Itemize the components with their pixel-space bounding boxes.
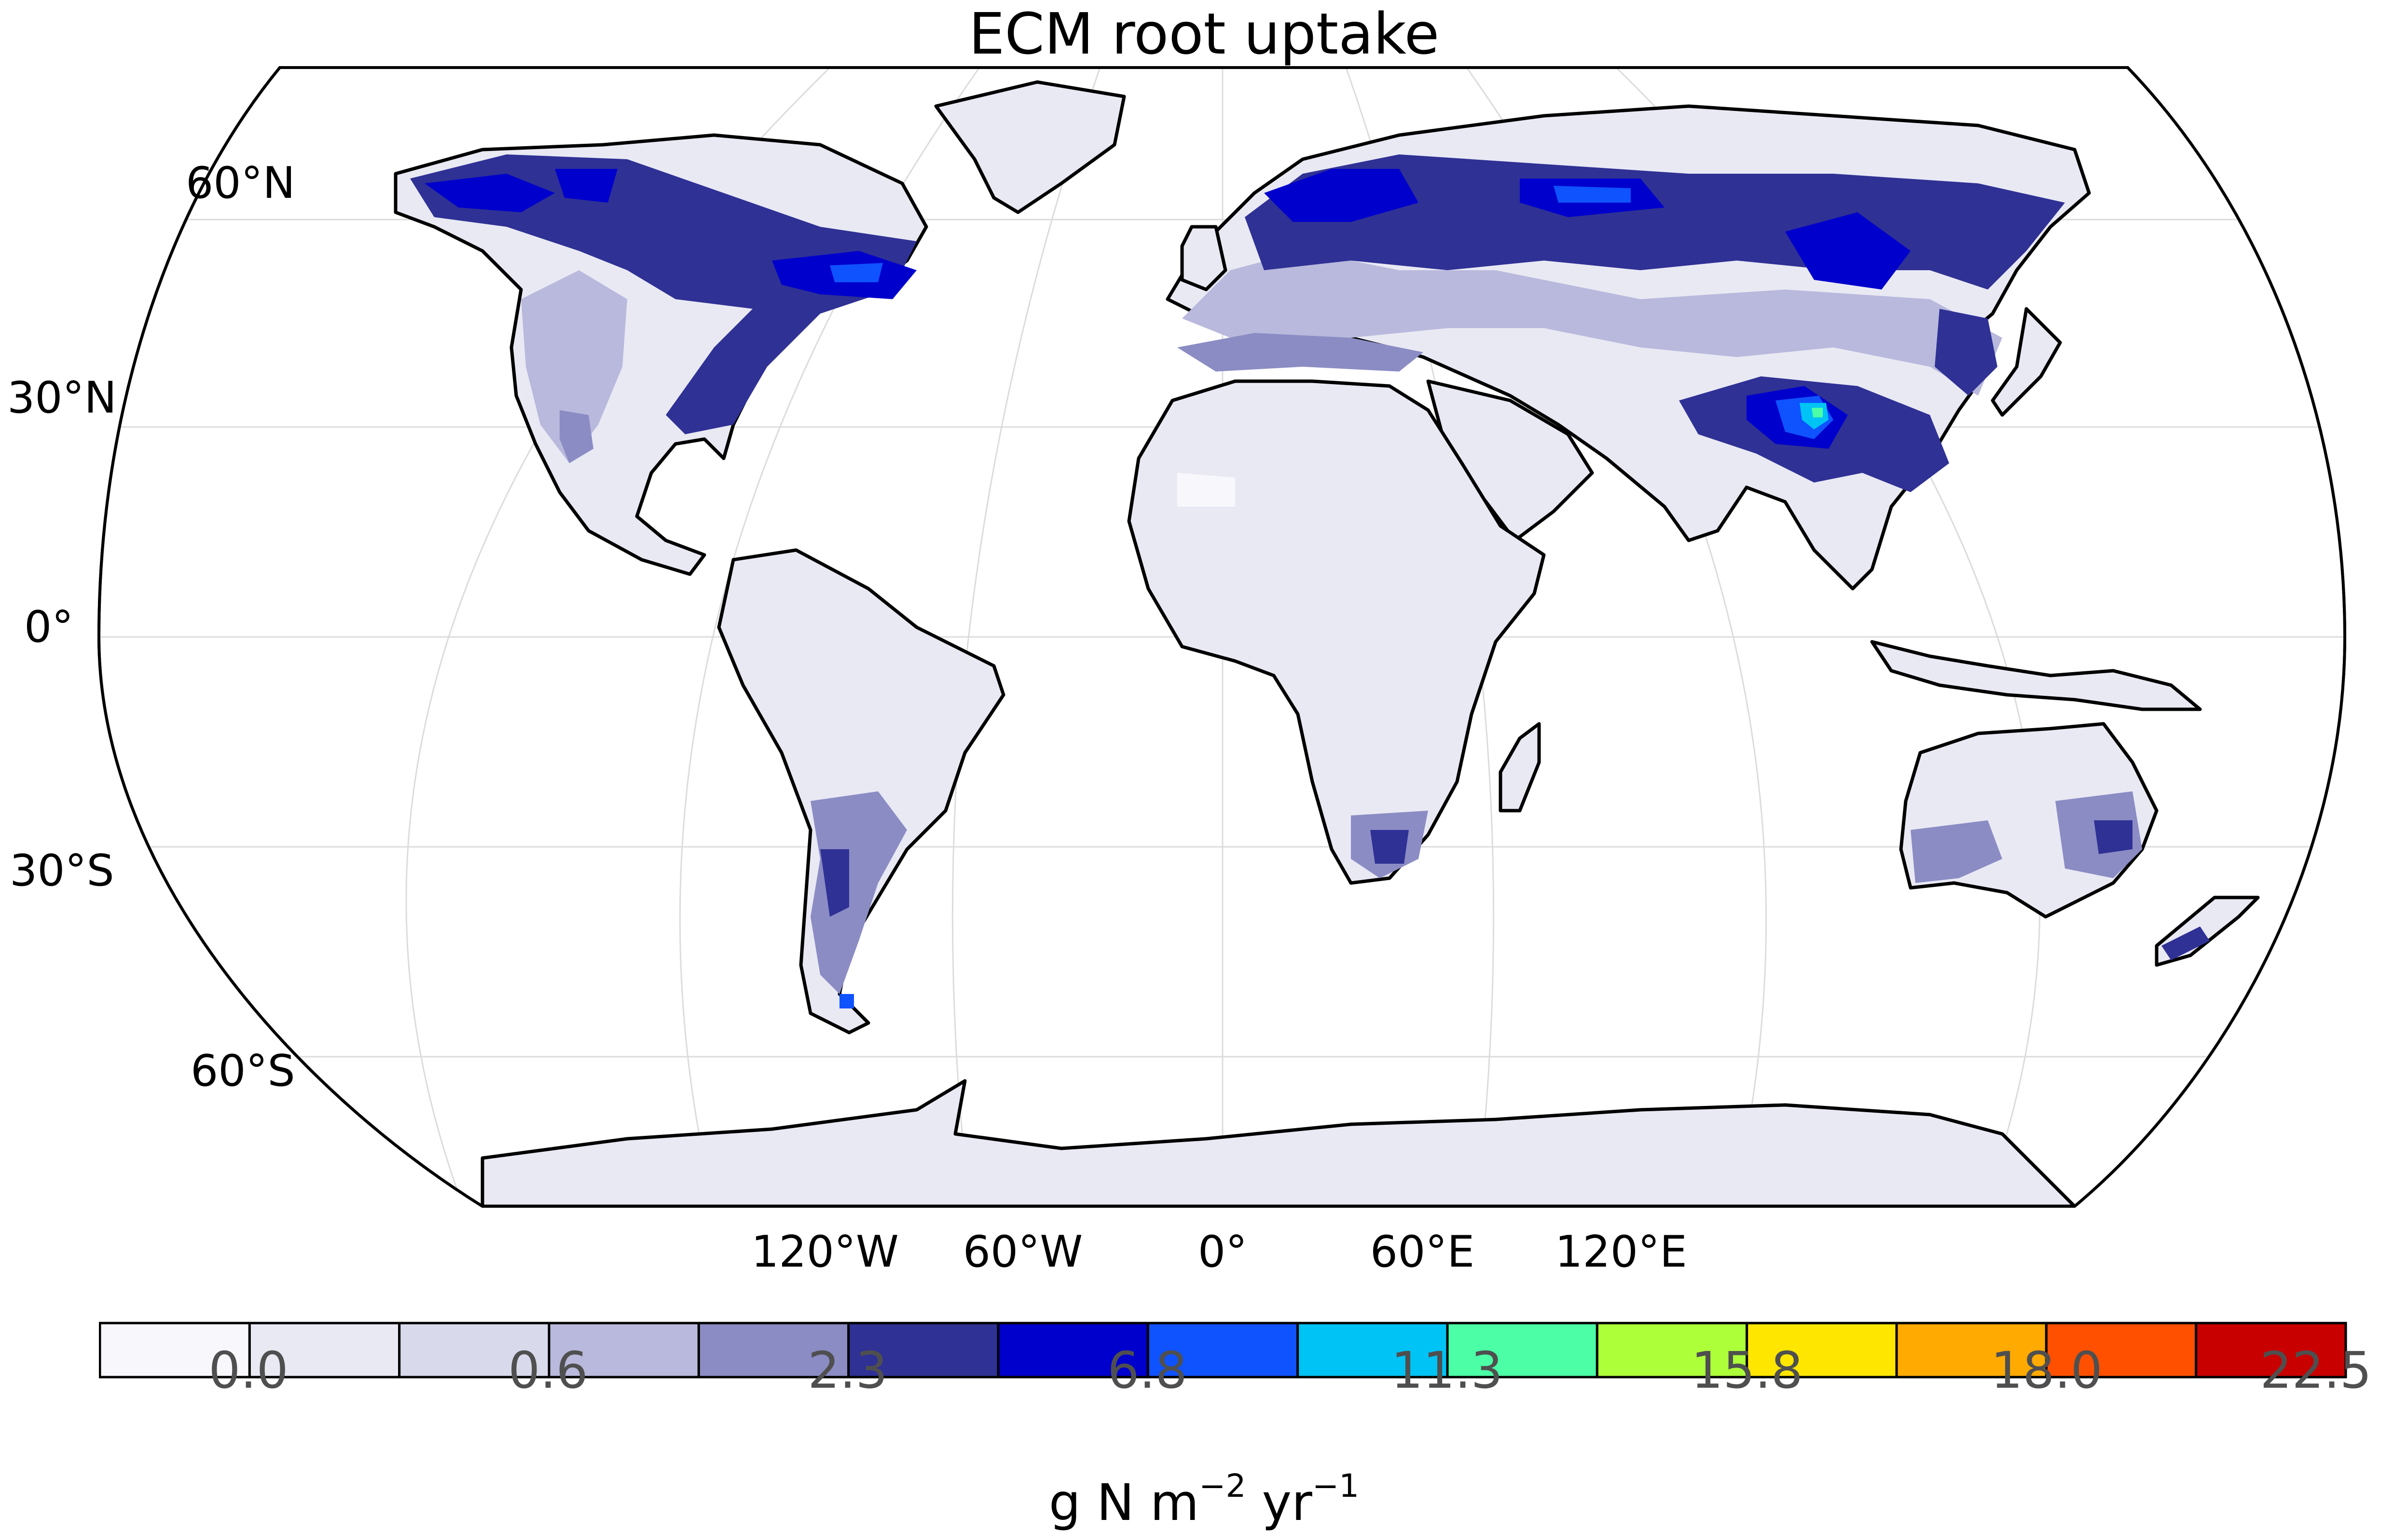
contour-s-africa-high — [1370, 830, 1409, 864]
colorbar-unit-label: g N m−2 yr−1 — [0, 1457, 2408, 1532]
contour-patagonia-high — [820, 849, 849, 917]
colorbar-swatch — [697, 1322, 850, 1379]
contour-east-asia — [1785, 212, 1911, 290]
lon-label-60w: 60°W — [963, 1227, 1083, 1277]
contour-na-high-2 — [555, 169, 618, 203]
contour-patagonia — [811, 791, 907, 994]
contour-korea — [1935, 309, 1997, 396]
colorbar-tick-5: 15.8 — [1691, 1341, 1803, 1400]
greenland — [934, 80, 1126, 214]
colorbar-tick-3: 6.8 — [1107, 1341, 1187, 1400]
lat-label-30s: 30°S — [10, 845, 114, 896]
contour-siberia-hot — [1554, 186, 1631, 203]
japan — [1991, 307, 2062, 417]
lon-label-60e: 60°E — [1370, 1227, 1475, 1277]
contour-na-hot — [830, 263, 883, 282]
lat-label-60s: 60°S — [191, 1046, 295, 1096]
contour-na-boreal — [410, 154, 917, 434]
colorbar — [99, 1322, 2347, 1379]
contour-patagonia-tip — [839, 994, 854, 1008]
colorbar-tick-7: 22.5 — [2260, 1341, 2372, 1400]
lon-label-120e: 120°E — [1555, 1227, 1687, 1277]
unit-mid: yr — [1246, 1473, 1312, 1532]
world-map — [97, 66, 2347, 1208]
unit-exponent-1: −2 — [1199, 1467, 1246, 1504]
lon-label-120w: 120°W — [751, 1227, 899, 1277]
colorbar-swatch — [398, 1322, 550, 1379]
antarctica — [481, 1079, 2077, 1206]
colorbar-tick-2: 2.3 — [808, 1341, 888, 1400]
colorbar-swatch — [1446, 1322, 1598, 1379]
colorbar-swatch — [1746, 1322, 1898, 1379]
unit-exponent-2: −1 — [1312, 1467, 1360, 1504]
colorbar-tick-6: 18.0 — [1991, 1341, 2103, 1400]
map-title: ECM root uptake — [968, 0, 1440, 67]
lat-label-0: 0° — [24, 602, 74, 652]
contour-na-high — [425, 174, 555, 212]
lat-label-60n: 60°N — [186, 158, 295, 208]
colorbar-swatch — [1596, 1322, 1748, 1379]
unit-base: g N m — [1048, 1473, 1199, 1532]
colorbar-swatch — [1146, 1322, 1299, 1379]
uptake-contours — [410, 154, 2210, 1008]
contour-sahara-pale — [1177, 473, 1235, 507]
colorbar-swatch — [1895, 1322, 2048, 1379]
contour-eurasia-high — [1264, 169, 1418, 222]
colorbar-tick-4: 11.3 — [1391, 1341, 1503, 1400]
colorbar-swatch — [99, 1322, 251, 1379]
contour-australia-e-high — [2094, 820, 2133, 854]
lat-label-30n: 30°N — [7, 373, 117, 423]
contour-china-top — [1812, 408, 1823, 417]
colorbar-tick-1: 0.6 — [508, 1341, 588, 1400]
contour-eurasia-band — [1182, 251, 2002, 396]
contour-nz — [2161, 926, 2210, 960]
indonesia — [1870, 640, 2202, 711]
madagascar — [1499, 722, 1541, 813]
contour-mediterranean — [1177, 333, 1423, 372]
colorbar-swatch — [997, 1322, 1149, 1379]
globe-border — [97, 66, 2347, 1208]
colorbar-swatch — [2195, 1322, 2347, 1379]
colorbar-tick-0: 0.0 — [208, 1341, 289, 1400]
contour-mexico — [560, 410, 593, 463]
lon-label-0: 0° — [1197, 1227, 1248, 1277]
british-isles — [1180, 225, 1227, 291]
contour-na-west — [521, 270, 627, 463]
colorbar-swatch — [248, 1322, 401, 1379]
contour-australia-sw — [1911, 820, 2002, 883]
colorbar-swatch — [548, 1322, 700, 1379]
